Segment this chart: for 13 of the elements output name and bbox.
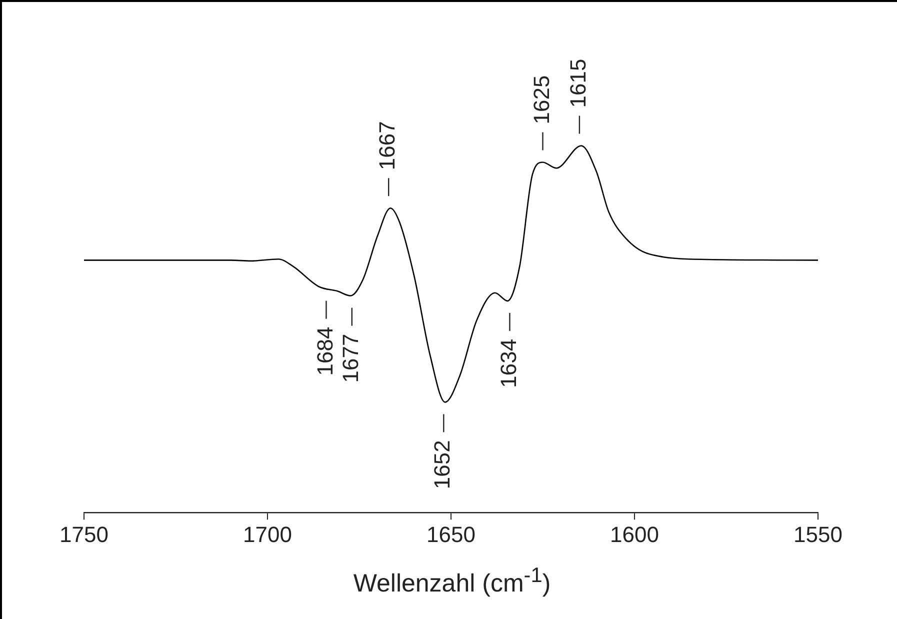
annotation: 1667 xyxy=(374,121,400,170)
annotation: 1615 xyxy=(566,58,591,108)
x-tick-label: 1600 xyxy=(610,522,659,547)
x-tick-label: 1650 xyxy=(426,522,476,547)
annotation: 1677 xyxy=(338,334,363,383)
x-tick-label: 1750 xyxy=(60,522,108,547)
annotation: 1652 xyxy=(430,440,455,490)
annotation: 1684 xyxy=(312,326,338,376)
annotation: 1634 xyxy=(496,338,521,388)
x-axis-title: Wellenzahl (cm$^{-1}$) xyxy=(352,564,552,598)
x-tick-label: 1700 xyxy=(243,522,292,547)
x-tick-label: 1550 xyxy=(794,522,842,547)
annotation: 1625 xyxy=(528,75,554,124)
